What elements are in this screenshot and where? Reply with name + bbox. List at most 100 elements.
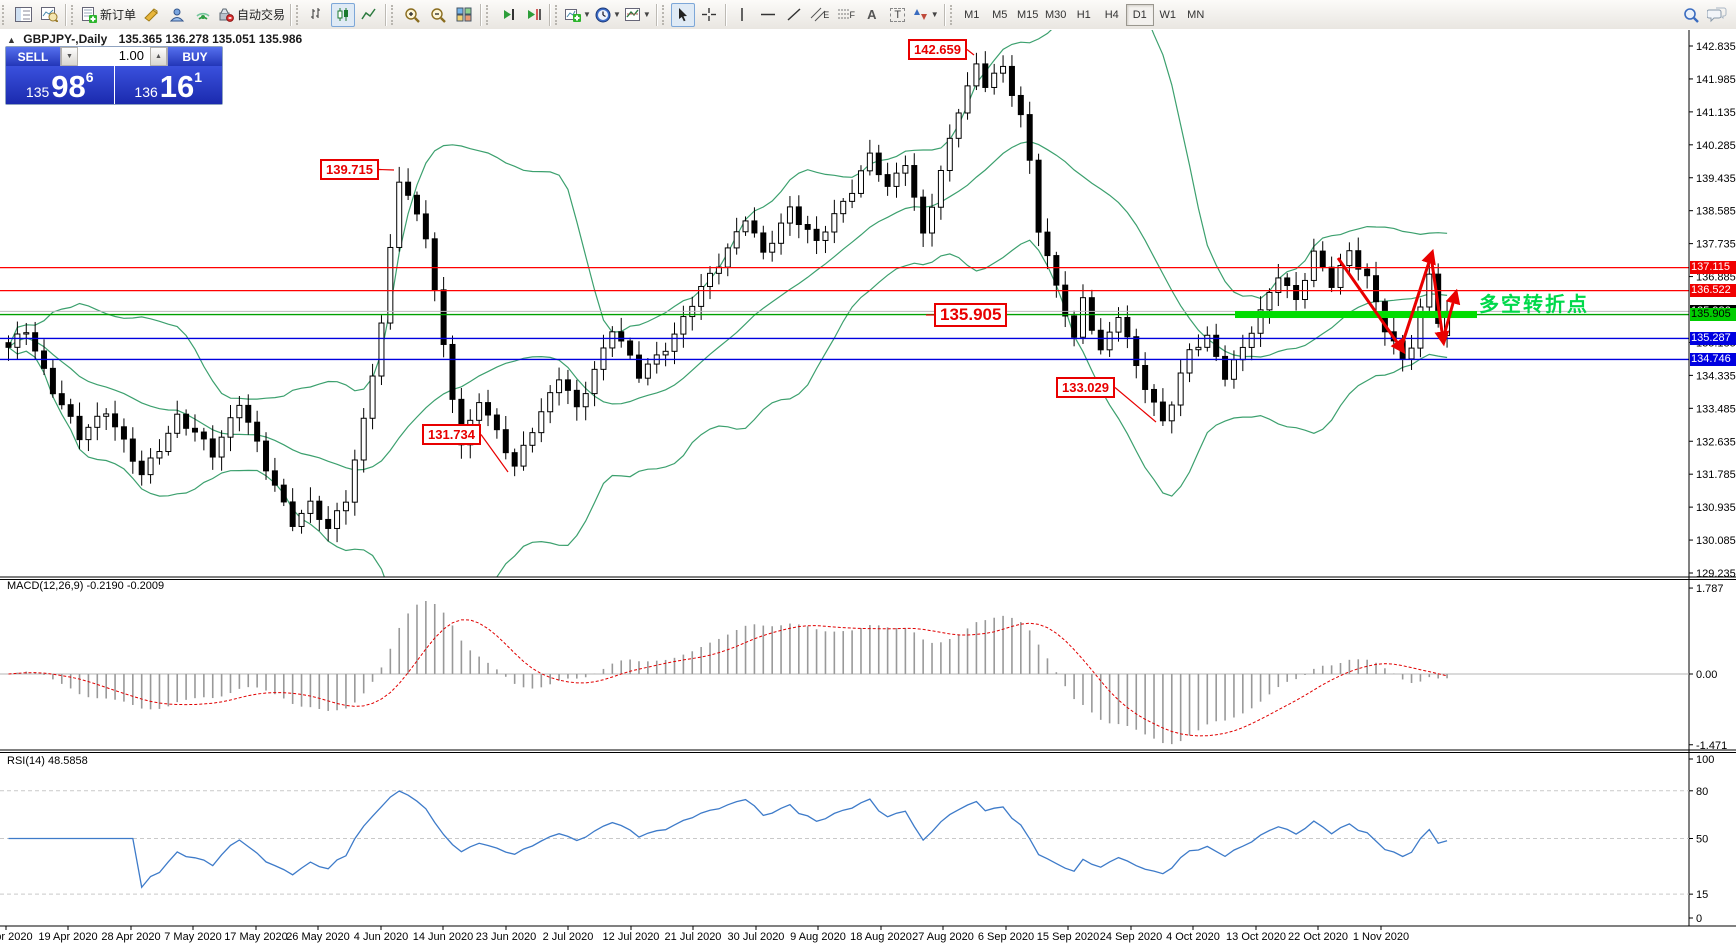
- expert-advisor-icon[interactable]: [139, 3, 163, 27]
- line-chart-mode-icon[interactable]: [357, 3, 381, 27]
- chart-shift-icon[interactable]: [521, 3, 545, 27]
- chevron-down-icon: ▼: [612, 10, 621, 19]
- collapse-triangle-icon[interactable]: ▲: [7, 35, 16, 45]
- timeframe-button-m30[interactable]: M30: [1045, 8, 1067, 21]
- autotrading-button[interactable]: 自动交易: [217, 3, 286, 27]
- chart-area: 142.835 141.985 141.135 140.285 139.435 138.5…: [0, 29, 1736, 943]
- volume-input[interactable]: 1.00: [78, 47, 150, 66]
- svg-text:136.885: 136.885: [1696, 272, 1736, 284]
- signals-icon[interactable]: [191, 3, 215, 27]
- timeframe-bar: M1 M5 M15 M30 H1 H4 D1 W1 MN: [958, 3, 1210, 26]
- bar-chart-mode-icon[interactable]: [305, 3, 329, 27]
- timeframe-button-m1[interactable]: M1: [964, 8, 980, 21]
- toolbar-grip[interactable]: [949, 4, 956, 25]
- toolbar-grip[interactable]: [661, 4, 668, 25]
- trendline-tool-icon[interactable]: [782, 3, 806, 27]
- chevron-down-icon: ▼: [583, 10, 591, 19]
- zoom-out-icon[interactable]: [426, 3, 450, 27]
- svg-text:139.435: 139.435: [1696, 173, 1736, 185]
- svg-text:18 Aug 2020: 18 Aug 2020: [850, 931, 912, 943]
- chat-icon[interactable]: [1705, 3, 1729, 27]
- auto-scroll-icon[interactable]: [495, 3, 519, 27]
- svg-text:141.985: 141.985: [1696, 74, 1736, 86]
- svg-text:129.235: 129.235: [1696, 568, 1736, 580]
- toolbar-grip[interactable]: [71, 4, 77, 25]
- text-tool-icon[interactable]: A: [867, 7, 877, 22]
- toolbar-grip[interactable]: [391, 4, 397, 25]
- volume-increase-button[interactable]: ▲: [150, 47, 167, 66]
- svg-text:13 Oct 2020: 13 Oct 2020: [1226, 931, 1286, 943]
- templates-icon[interactable]: ▼: [624, 3, 652, 27]
- svg-text:27 Aug 2020: 27 Aug 2020: [912, 931, 974, 943]
- timeframe-button-m15[interactable]: M15: [1017, 8, 1039, 21]
- svg-text:80: 80: [1696, 786, 1708, 798]
- symbol-info-line: ▲ GBPJPY-,Daily 135.365 136.278 135.051 …: [7, 32, 302, 46]
- price-callout[interactable]: 131.734: [422, 424, 481, 445]
- svg-text:30 Jul 2020: 30 Jul 2020: [728, 931, 785, 943]
- cursor-tool-icon[interactable]: [670, 2, 695, 27]
- price-callout[interactable]: 133.029: [1056, 377, 1115, 398]
- vertical-line-tool-icon[interactable]: [730, 3, 754, 27]
- crosshair-tool-icon[interactable]: [697, 3, 721, 27]
- timeframe-button-d1[interactable]: D1: [1125, 3, 1154, 26]
- timeframe-button-mn[interactable]: MN: [1187, 8, 1205, 21]
- zoom-in-icon[interactable]: [400, 3, 424, 27]
- periods-clock-icon[interactable]: ▼: [594, 3, 622, 27]
- buy-price-display[interactable]: 136 16 1: [114, 66, 222, 104]
- fibonacci-tool-icon[interactable]: F: [834, 3, 858, 27]
- svg-text:24 Sep 2020: 24 Sep 2020: [1100, 931, 1162, 943]
- history-center-icon[interactable]: [37, 3, 61, 27]
- svg-text:14 Jun 2020: 14 Jun 2020: [413, 931, 474, 943]
- chart-text-annotation[interactable]: 多空转折点: [1479, 294, 1589, 316]
- new-chart-icon[interactable]: ▼: [564, 3, 592, 27]
- horizontal-line-tool-icon[interactable]: [756, 3, 780, 27]
- svg-text:12 Jul 2020: 12 Jul 2020: [603, 931, 660, 943]
- horizontal-line-objects: [0, 267, 1689, 361]
- svg-text:131.785: 131.785: [1696, 469, 1736, 481]
- market-watch-panel-icon[interactable]: [11, 3, 35, 27]
- candlestick-mode-icon[interactable]: [331, 2, 356, 27]
- svg-text:22 Oct 2020: 22 Oct 2020: [1288, 931, 1348, 943]
- svg-text:140.285: 140.285: [1696, 140, 1736, 152]
- sell-price-display[interactable]: 135 98 6: [6, 66, 114, 104]
- toolbar-grip[interactable]: [2, 4, 8, 25]
- buy-button[interactable]: BUY: [168, 47, 222, 66]
- axes: 142.835 141.985 141.135 140.285 139.435 138.5…: [0, 30, 1736, 927]
- toolbar-grip[interactable]: [555, 4, 561, 25]
- svg-text:15 Sep 2020: 15 Sep 2020: [1037, 931, 1099, 943]
- timeframe-button-m5[interactable]: M5: [992, 8, 1008, 21]
- volume-decrease-button[interactable]: ▼: [61, 47, 78, 66]
- metaeditor-icon[interactable]: [165, 3, 189, 27]
- channel-tool-letter: E: [823, 9, 830, 20]
- arrows-tool-icon[interactable]: ▼: [912, 3, 940, 27]
- svg-text:137.735: 137.735: [1696, 239, 1736, 251]
- macd-indicator-label: MACD(12,26,9) -0.2190 -0.2009: [7, 580, 165, 592]
- toolbar-grip[interactable]: [486, 4, 492, 25]
- timeframe-button-h1[interactable]: H1: [1076, 8, 1091, 21]
- symbol-ohlc-values: 135.365 136.278 135.051 135.986: [118, 32, 303, 46]
- new-order-button[interactable]: 新订单: [80, 3, 137, 27]
- macd-pane: [0, 600, 1689, 745]
- axis-price-badge: 135.905: [1690, 308, 1736, 321]
- price-callout[interactable]: 135.905: [934, 303, 1008, 327]
- chart-canvas[interactable]: 142.835 141.985 141.135 140.285 139.435 138.5…: [0, 29, 1736, 943]
- text-label-tool-icon[interactable]: T: [886, 3, 910, 27]
- svg-text:4 Jun 2020: 4 Jun 2020: [354, 931, 408, 943]
- sell-button[interactable]: SELL: [6, 47, 60, 66]
- channel-tool-icon[interactable]: E: [808, 3, 832, 27]
- axis-price-badge: 137.115: [1690, 261, 1736, 275]
- search-icon[interactable]: [1679, 3, 1703, 27]
- svg-text:17 May 2020: 17 May 2020: [224, 931, 288, 943]
- svg-text:4 Oct 2020: 4 Oct 2020: [1166, 931, 1220, 943]
- price-callout[interactable]: 142.659: [908, 39, 967, 60]
- axis-price-badge: 135.287: [1690, 332, 1736, 345]
- tile-windows-icon[interactable]: [452, 3, 476, 27]
- price-callout[interactable]: 139.715: [320, 159, 379, 180]
- timeframe-button-h4[interactable]: H4: [1104, 8, 1119, 21]
- callout-connectors: [378, 49, 1157, 473]
- toolbar: 新订单 自动交易: [0, 0, 1736, 30]
- toolbar-grip[interactable]: [296, 4, 302, 25]
- svg-text:21 Jul 2020: 21 Jul 2020: [665, 931, 722, 943]
- timeframe-button-w1[interactable]: W1: [1159, 8, 1176, 21]
- new-order-label: 新订单: [100, 8, 137, 22]
